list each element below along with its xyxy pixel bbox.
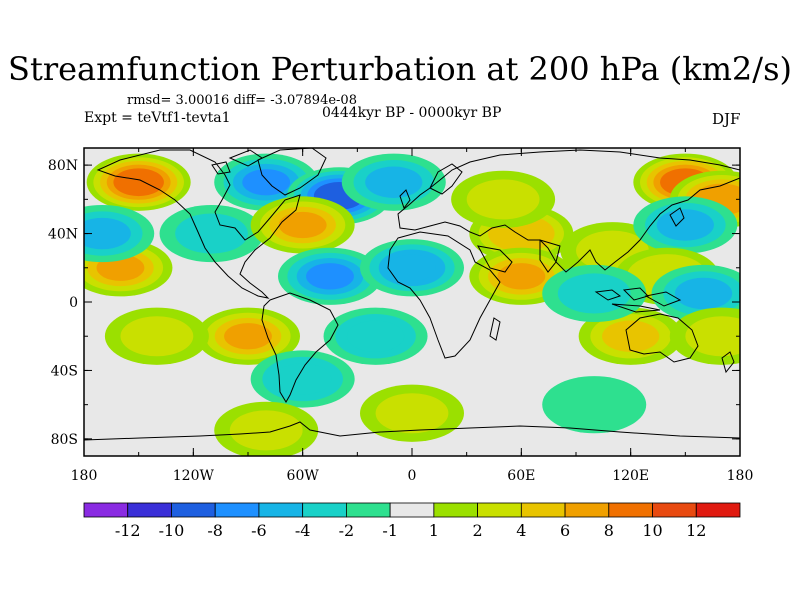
contour-region [346,320,405,352]
colorbar-swatch [520,502,566,518]
colorbar-swatch [345,502,391,518]
contour-region [602,320,660,352]
lon-tick-label: 180 [71,468,98,484]
contour-region [278,211,327,239]
colorbar-label: 6 [560,521,570,540]
colorbar-swatch [608,502,653,518]
contour-region [120,316,194,357]
coastlines [84,148,740,441]
colorbar-swatch [214,502,260,518]
colorbar-label: 10 [642,521,662,540]
colorbar-label: -8 [207,521,223,540]
colorbar-swatch [302,502,347,518]
colorbar-label: -10 [159,521,185,540]
contour-region [542,376,647,434]
lat-tick-label: 40S [51,363,78,379]
contour-region [497,263,546,290]
experiment-label: Expt = teVtf1-tevta1 [84,110,231,126]
plot-title: Streamfunction Perturbation at 200 hPa (… [8,50,792,88]
contour-region [365,166,423,198]
lon-tick-label: 60E [507,468,535,484]
lat-tick-label: 80S [51,432,78,448]
contour-region [224,323,272,350]
colorbar-label: 8 [604,521,614,540]
contour-region [242,169,291,196]
field-contours [84,153,740,456]
colorbar-swatch [652,502,697,518]
colorbar-label: -4 [295,521,311,540]
rmsd-stats: rmsd= 3.00016 diff= -3.07894e-08 [127,93,357,108]
colorbar-swatch [433,502,479,518]
colorbar-swatch [564,502,610,518]
contour-region [229,410,303,451]
lon-tick-label: 60W [287,468,320,484]
colorbar-swatch [258,502,304,518]
contour-region [306,263,354,290]
colorbar-swatch [83,502,129,518]
contour-region [466,179,540,220]
colorbar-swatch [171,502,216,518]
colorbar-label: -6 [251,521,267,540]
season-label: DJF [712,110,741,128]
colorbar-label: 12 [686,521,706,540]
lon-tick-label: 120W [173,468,215,484]
colorbar [83,502,741,518]
colorbar-swatch [389,502,435,518]
contour-region [274,363,332,395]
colorbar-swatch [477,502,522,518]
colorbar-label: 4 [516,521,526,540]
contour-region [120,172,158,193]
lon-tick-label: 180 [727,468,754,484]
contour-region [656,209,714,241]
contour-region [388,254,436,281]
lon-tick-label: 0 [408,468,417,484]
colorbar-label: 2 [473,521,483,540]
contour-region [175,213,248,254]
contour-region [685,316,740,357]
lat-tick-label: 80N [48,158,78,174]
colorbar-swatch [127,502,172,518]
contour-region [557,273,631,314]
lat-tick-label: 40N [48,227,78,243]
period-label: 0444kyr BP - 0000kyr BP [322,105,502,121]
contour-region [84,217,131,250]
colorbar-label: -2 [339,521,355,540]
colorbar-label: 1 [429,521,439,540]
colorbar-swatch [695,502,741,518]
lon-tick-label: 120E [612,468,649,484]
contour-region [674,277,733,310]
contour-region [375,393,449,434]
colorbar-label: -12 [115,521,141,540]
colorbar-label: -1 [382,521,398,540]
lat-tick-label: 0 [69,295,78,311]
